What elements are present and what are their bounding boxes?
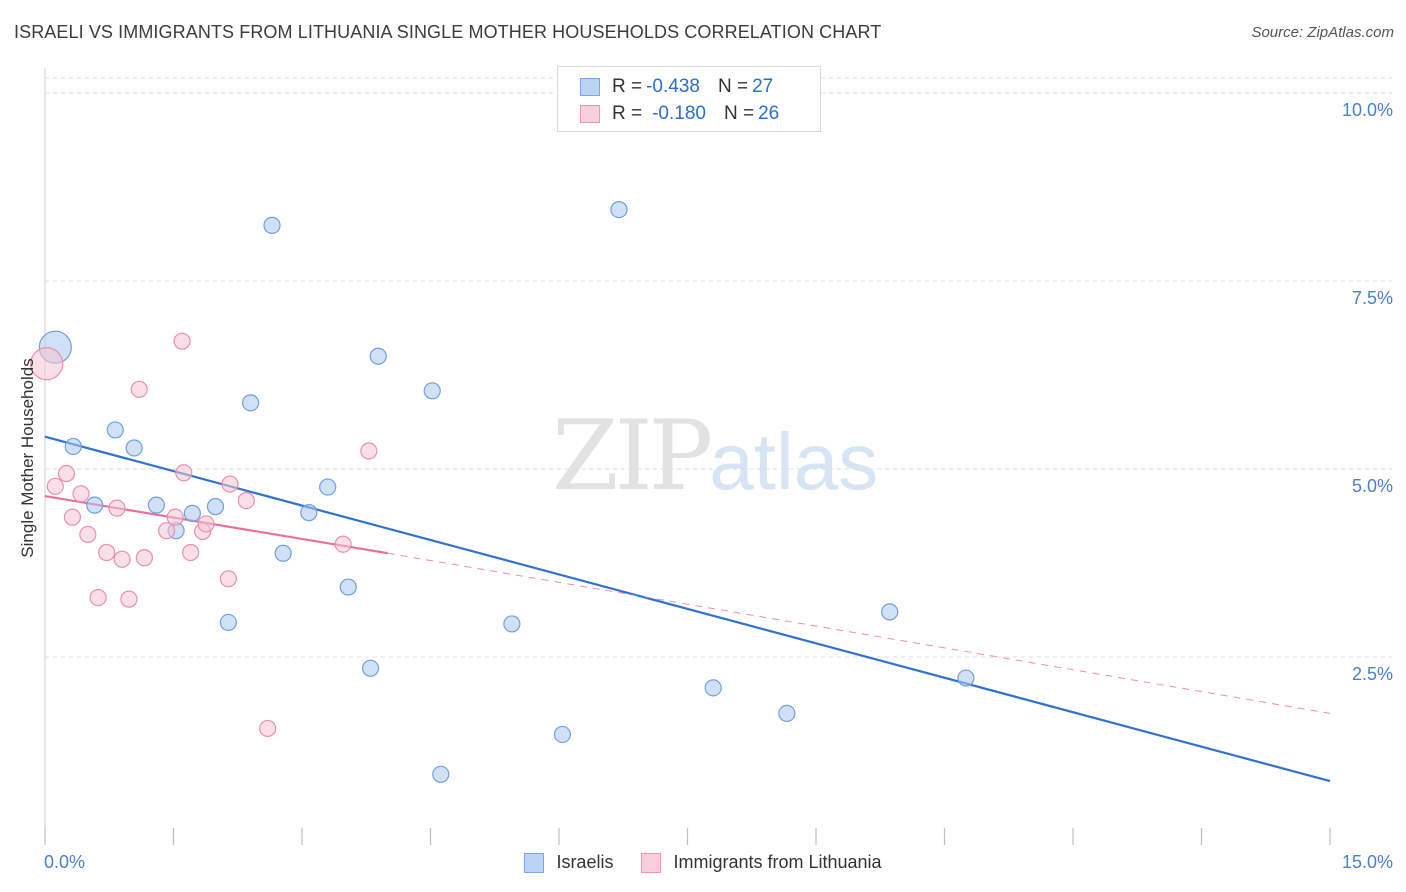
data-point-israelis — [206, 498, 225, 516]
israelis-swatch — [580, 78, 600, 96]
data-point-lithuania — [219, 570, 237, 588]
r-label: R = — [612, 103, 643, 124]
lithuania-swatch — [641, 852, 662, 873]
legend-item-israelis[interactable]: Israelis — [524, 852, 613, 873]
trend-line-israelis — [44, 435, 1331, 783]
y-tick-label: 5.0% — [1352, 476, 1393, 496]
r-label: R = — [612, 76, 643, 97]
axes — [44, 68, 1331, 845]
data-point-lithuania — [182, 543, 200, 562]
data-point-lithuania — [46, 477, 64, 495]
r-value: -0.438 — [646, 76, 700, 97]
n-value: 27 — [752, 76, 774, 97]
grid-lines — [45, 77, 1392, 658]
series-legend: Israelis Immigrants from Lithuania — [0, 852, 1406, 873]
data-point-israelis — [263, 216, 281, 234]
data-point-israelis — [125, 439, 143, 457]
data-point-lithuania — [120, 590, 138, 608]
data-point-lithuania — [57, 464, 76, 483]
data-point-israelis — [361, 659, 380, 677]
data-point-lithuania — [334, 535, 352, 553]
lithuania-swatch — [580, 105, 600, 123]
trend-lines — [44, 435, 1331, 783]
y-axis-label: Single Mother Households — [18, 358, 37, 558]
data-point-israelis — [300, 504, 318, 522]
data-point-lithuania — [30, 347, 64, 381]
x-tick-label: 15.0% — [1342, 852, 1393, 872]
source-credit: Source: ZipAtlas.com — [1251, 24, 1394, 41]
data-point-israelis — [503, 615, 521, 633]
y-tick-label: 7.5% — [1352, 288, 1393, 308]
data-point-lithuania — [158, 522, 176, 540]
data-point-israelis — [369, 347, 387, 365]
y-tick-label: 2.5% — [1352, 664, 1393, 684]
correlation-legend: R = -0.438 N = 27 R = -0.180 N = 26 — [557, 66, 821, 132]
data-point-israelis — [704, 679, 722, 697]
trend-line-extension-lithuania — [387, 552, 1331, 714]
n-label: N = — [723, 103, 755, 124]
legend-label: Israelis — [556, 852, 614, 872]
data-point-israelis — [423, 382, 441, 400]
data-point-lithuania — [113, 550, 131, 568]
data-points — [30, 200, 975, 783]
data-point-israelis — [147, 496, 165, 514]
data-point-lithuania — [98, 543, 116, 562]
x-tick-label: 0.0% — [44, 852, 85, 872]
r-value: -0.180 — [652, 103, 706, 124]
data-point-lithuania — [130, 380, 148, 398]
data-point-lithuania — [108, 499, 126, 517]
y-tick-label: 10.0% — [1342, 100, 1393, 120]
data-point-israelis — [339, 578, 357, 596]
data-point-israelis — [957, 669, 975, 687]
data-point-lithuania — [360, 442, 378, 460]
data-point-israelis — [610, 200, 628, 219]
legend-label: Immigrants from Lithuania — [673, 852, 882, 872]
data-point-israelis — [219, 613, 237, 632]
zipatlas-watermark: ZIPatlas — [552, 400, 878, 512]
data-point-israelis — [319, 478, 337, 496]
watermark-zip: ZIP — [552, 400, 713, 512]
israelis-swatch — [524, 852, 545, 873]
data-point-israelis — [242, 394, 260, 412]
data-point-lithuania — [72, 485, 90, 503]
data-point-lithuania — [237, 492, 255, 510]
data-point-israelis — [183, 504, 201, 522]
data-point-israelis — [106, 421, 124, 439]
data-point-israelis — [778, 704, 796, 723]
data-point-lithuania — [221, 475, 239, 493]
legend-item-lithuania[interactable]: Immigrants from Lithuania — [641, 852, 882, 873]
n-label: N = — [717, 76, 749, 97]
data-point-israelis — [86, 496, 104, 514]
data-point-lithuania — [175, 464, 193, 482]
data-point-lithuania — [79, 525, 97, 544]
watermark-atlas: atlas — [709, 417, 879, 506]
chart-title: ISRAELI VS IMMIGRANTS FROM LITHUANIA SIN… — [14, 22, 882, 42]
data-point-lithuania — [173, 332, 191, 350]
data-point-lithuania — [89, 589, 107, 607]
data-point-lithuania — [135, 549, 153, 567]
n-value: 26 — [758, 103, 780, 124]
data-point-lithuania — [197, 515, 215, 533]
data-point-israelis — [553, 725, 572, 744]
data-point-israelis — [64, 437, 82, 456]
data-point-israelis — [274, 544, 292, 562]
data-point-israelis — [881, 603, 899, 621]
data-point-israelis — [432, 765, 450, 783]
data-point-lithuania — [259, 719, 277, 738]
data-point-lithuania — [166, 508, 184, 526]
legend-row-lithuania: R = -0.180 N = 26 — [580, 102, 779, 126]
tick-labels: 2.5% 5.0% 7.5% 10.0% 0.0% 15.0% — [44, 100, 1393, 872]
data-point-lithuania — [63, 508, 82, 526]
legend-row-israelis: R = -0.438 N = 27 — [580, 75, 773, 99]
